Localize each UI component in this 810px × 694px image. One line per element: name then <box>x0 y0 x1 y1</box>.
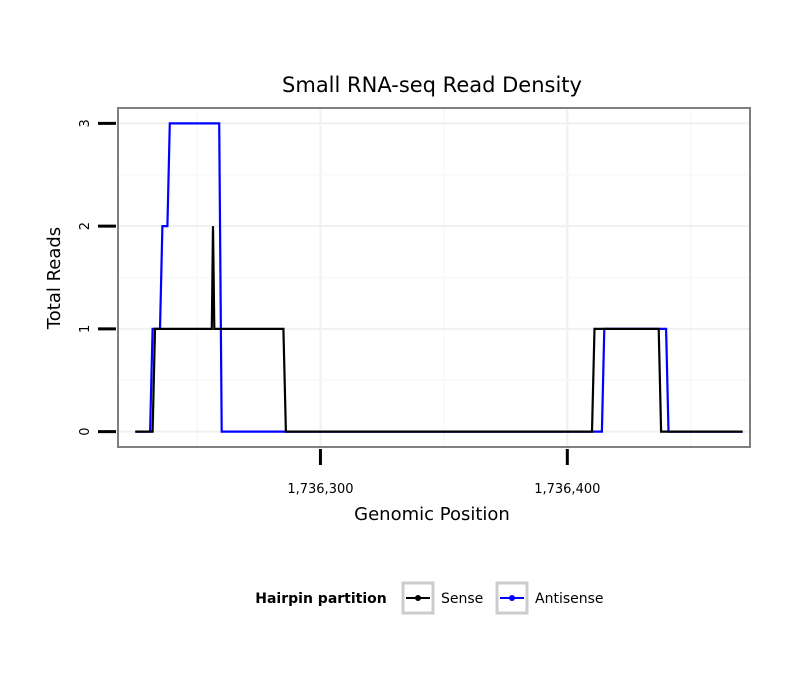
y-tick-label: 1 <box>78 325 93 333</box>
y-tick-label: 0 <box>78 427 93 435</box>
x-axis: 1,736,300 1,736,400 <box>287 449 600 497</box>
plot-border <box>117 107 751 448</box>
y-axis-label: Total Reads <box>44 227 65 330</box>
series-line-sense <box>135 226 743 433</box>
legend: Hairpin partition Sense Antisense <box>255 581 604 615</box>
x-axis-label: Genomic Position <box>354 504 510 525</box>
y-tick-label: 3 <box>78 119 93 127</box>
legend-label: Antisense <box>535 591 604 607</box>
legend-key-point <box>415 595 421 601</box>
legend-label: Sense <box>441 591 483 607</box>
legend-title: Hairpin partition <box>255 591 386 607</box>
x-tick-label: 1,736,400 <box>534 482 600 497</box>
y-axis: 0 1 2 3 <box>78 119 116 436</box>
legend-items: Sense Antisense <box>401 581 604 615</box>
chart-title: Small RNA-seq Read Density <box>282 73 582 97</box>
y-tick-label: 2 <box>78 222 93 230</box>
series-layer <box>135 122 743 433</box>
legend-key-point <box>509 595 515 601</box>
x-tick-label: 1,736,300 <box>287 482 353 497</box>
